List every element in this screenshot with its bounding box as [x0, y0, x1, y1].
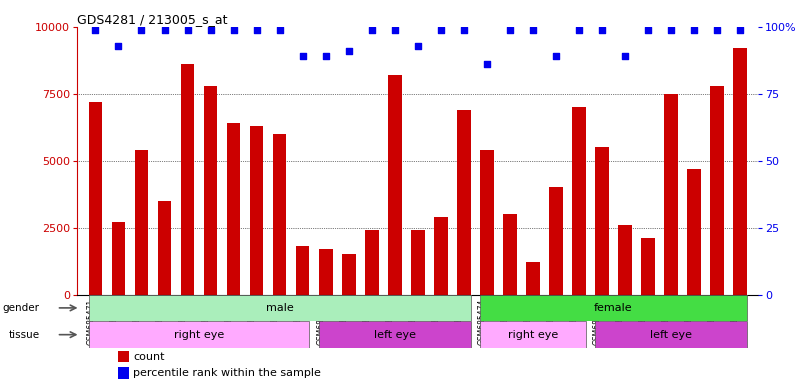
Point [158, 26, 171, 33]
Point [273, 26, 286, 33]
Bar [410, 230, 425, 295]
Point [388, 26, 401, 33]
Bar [296, 247, 310, 295]
Bar [112, 222, 126, 295]
Bar [480, 150, 494, 295]
Bar [88, 295, 470, 321]
Bar [457, 110, 470, 295]
Bar [88, 102, 102, 295]
Text: female: female [594, 303, 633, 313]
Point [365, 26, 378, 33]
Point [227, 26, 240, 33]
Point [250, 26, 263, 33]
Text: male: male [266, 303, 294, 313]
Bar [88, 321, 310, 348]
Point [319, 53, 332, 60]
Bar [733, 48, 747, 295]
Bar [135, 150, 148, 295]
Point [89, 26, 102, 33]
Point [526, 26, 539, 33]
Point [480, 61, 493, 68]
Bar [181, 65, 195, 295]
Point [342, 48, 355, 54]
Point [181, 26, 194, 33]
Text: tissue: tissue [8, 329, 40, 340]
Point [664, 26, 677, 33]
Text: GDS4281 / 213005_s_at: GDS4281 / 213005_s_at [77, 13, 228, 26]
Point [573, 26, 586, 33]
Point [688, 26, 701, 33]
Point [112, 43, 125, 49]
Bar [687, 169, 701, 295]
Bar [434, 217, 448, 295]
Bar [641, 238, 654, 295]
Text: count: count [133, 352, 165, 362]
Bar [226, 123, 240, 295]
Bar [595, 321, 747, 348]
Point [710, 26, 723, 33]
Bar [157, 201, 171, 295]
Text: right eye: right eye [508, 329, 558, 340]
Bar [118, 367, 129, 379]
Bar [618, 225, 632, 295]
Point [504, 26, 517, 33]
Point [733, 26, 746, 33]
Text: left eye: left eye [650, 329, 692, 340]
Text: left eye: left eye [374, 329, 416, 340]
Point [549, 53, 562, 60]
Point [411, 43, 424, 49]
Bar [526, 262, 539, 295]
Bar [549, 187, 563, 295]
Bar [480, 295, 747, 321]
Point [595, 26, 608, 33]
Bar [118, 351, 129, 362]
Point [618, 53, 631, 60]
Bar [388, 75, 401, 295]
Bar [595, 147, 609, 295]
Bar [272, 134, 286, 295]
Text: percentile rank within the sample: percentile rank within the sample [133, 368, 321, 378]
Bar [341, 254, 355, 295]
Point [135, 26, 148, 33]
Point [457, 26, 470, 33]
Point [642, 26, 654, 33]
Bar [572, 107, 586, 295]
Text: right eye: right eye [174, 329, 224, 340]
Bar [204, 86, 217, 295]
Point [434, 26, 447, 33]
Bar [710, 86, 723, 295]
Bar [250, 126, 264, 295]
Bar [319, 249, 333, 295]
Bar [480, 321, 586, 348]
Bar [365, 230, 379, 295]
Text: gender: gender [2, 303, 40, 313]
Bar [319, 321, 470, 348]
Point [296, 53, 309, 60]
Bar [664, 94, 678, 295]
Point [204, 26, 217, 33]
Bar [503, 214, 517, 295]
